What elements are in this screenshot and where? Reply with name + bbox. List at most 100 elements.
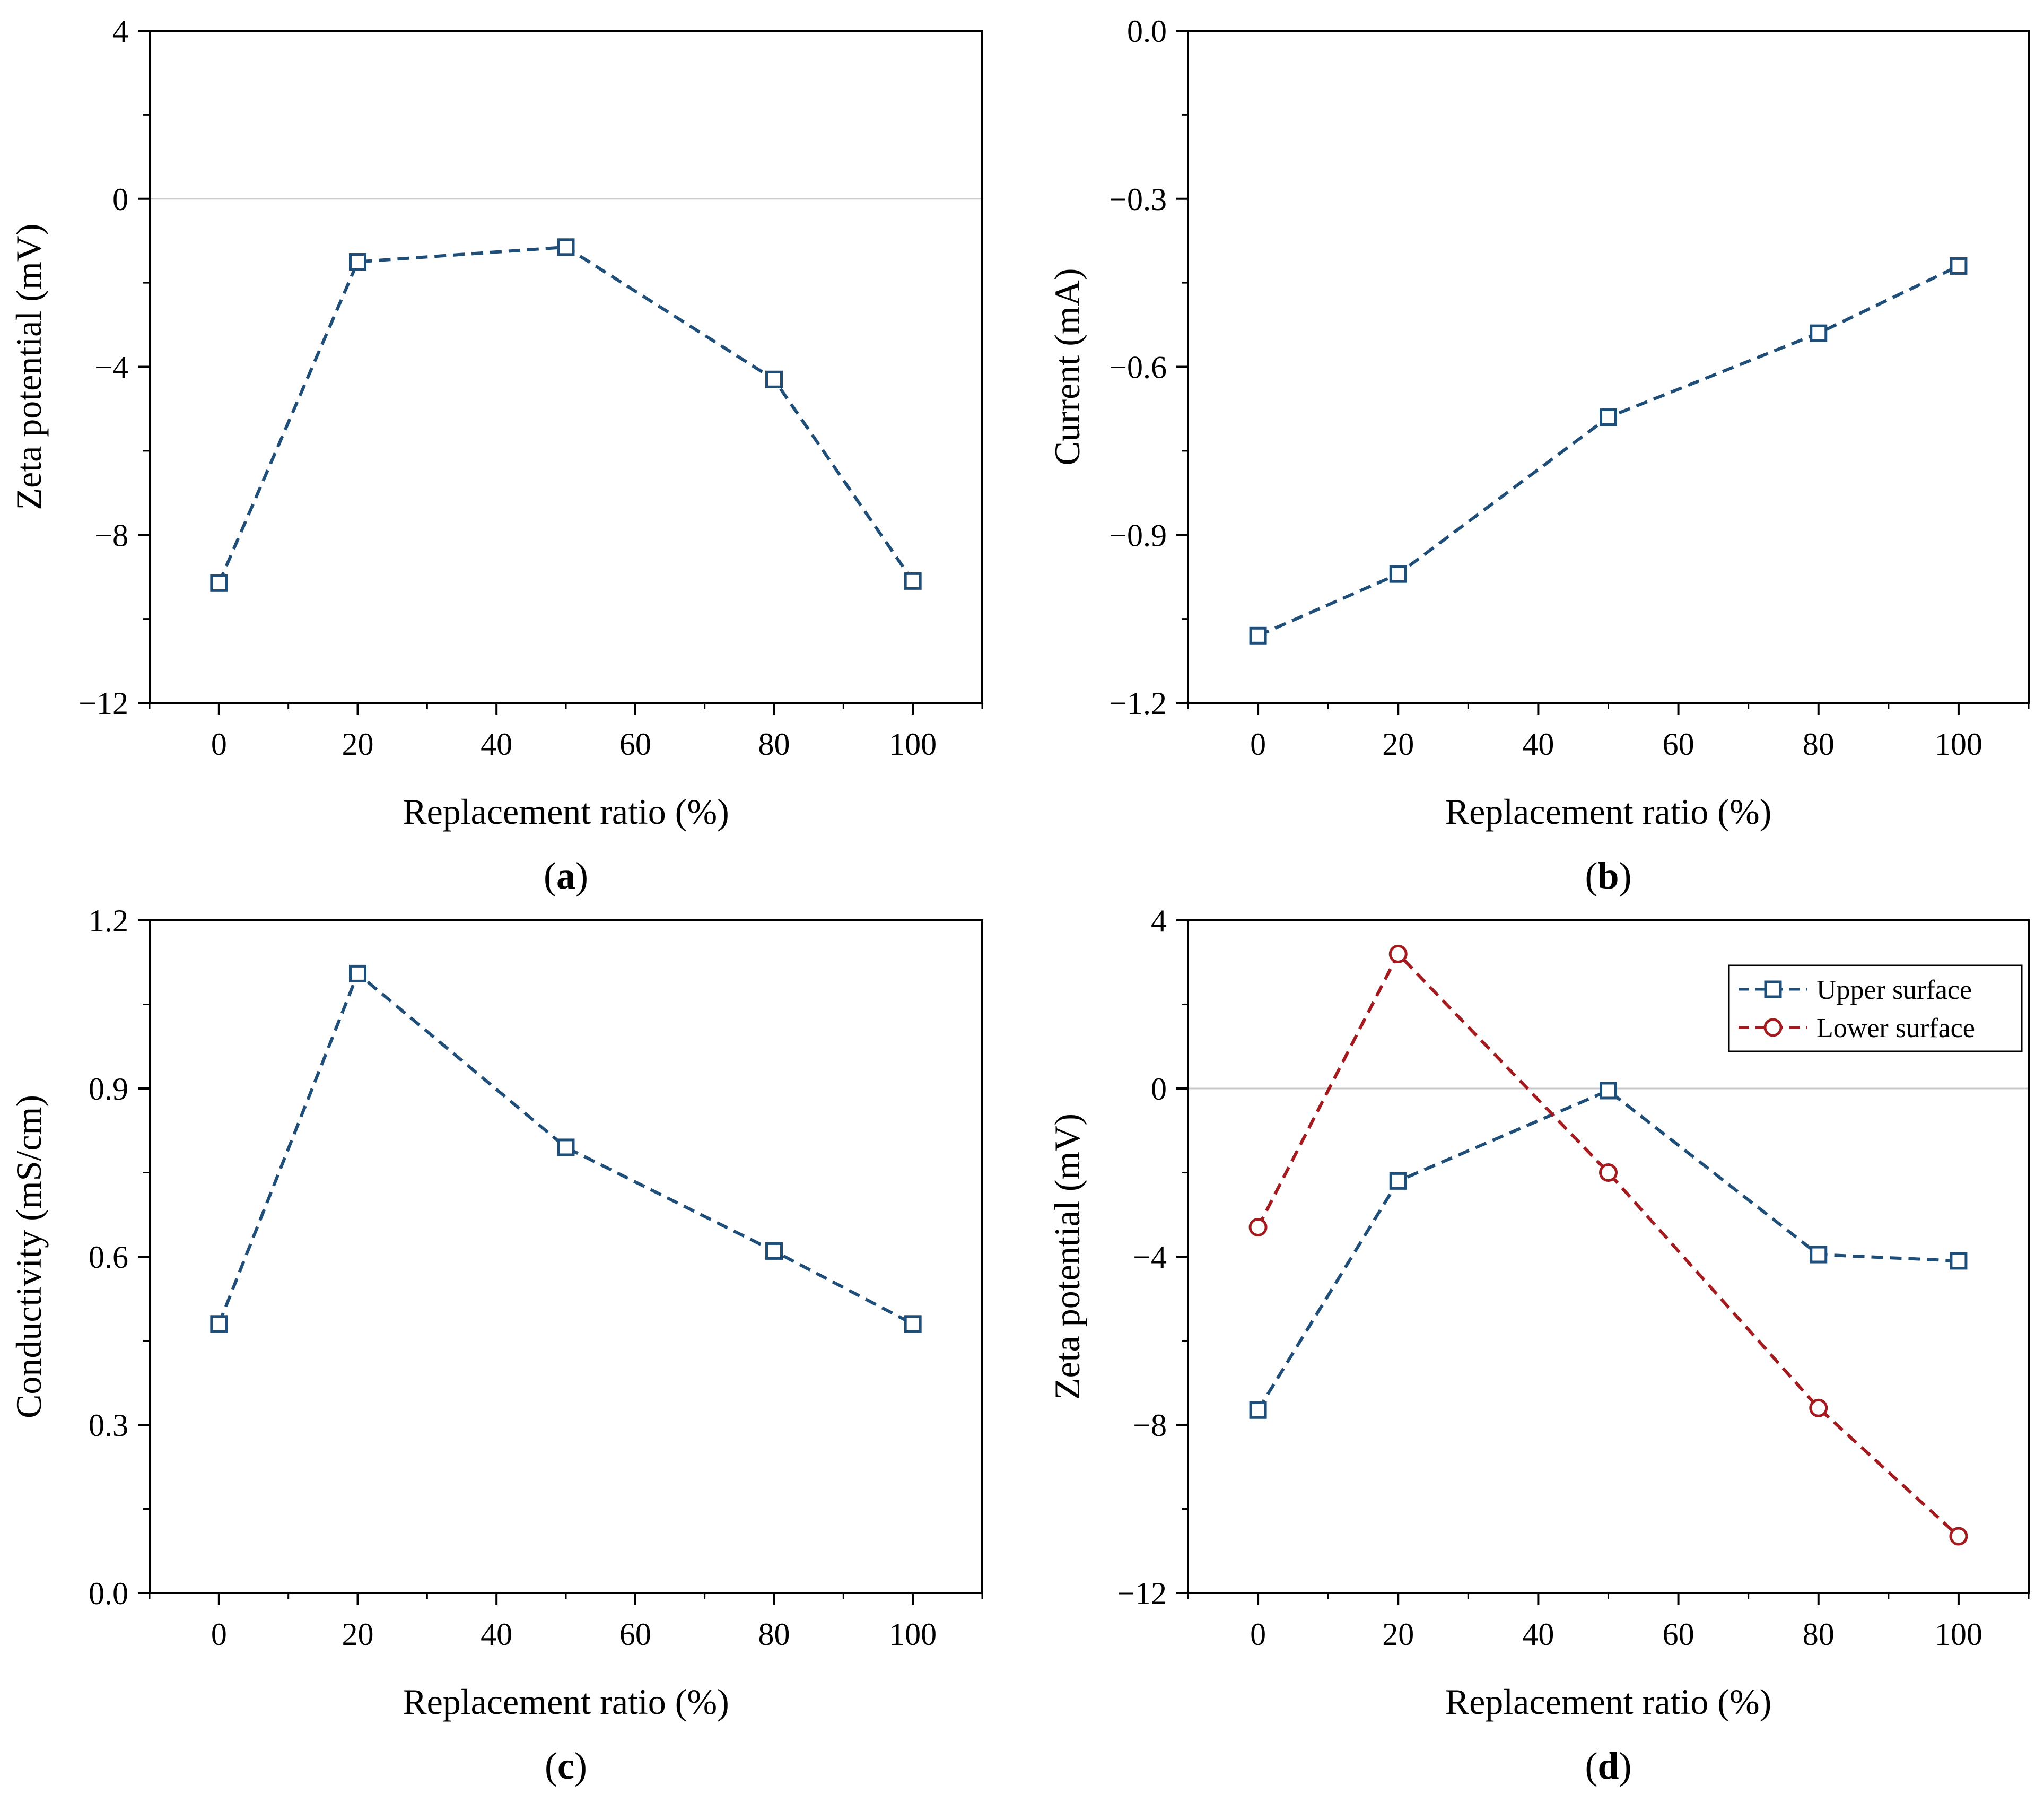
legend-marker — [1764, 980, 1782, 998]
series-0 — [1249, 257, 1968, 645]
x-tick-label: 100 — [1935, 1617, 1982, 1652]
legend-label: Lower surface — [1816, 1013, 1975, 1043]
data-point — [1599, 1163, 1618, 1182]
panel-label-open: ( — [1585, 1745, 1597, 1787]
series-line — [217, 971, 914, 1326]
data-point — [1809, 1398, 1828, 1417]
x-tick-label: 20 — [1382, 727, 1414, 762]
data-point — [1950, 1252, 1968, 1270]
y-tick-label: 4 — [1151, 903, 1167, 938]
series-0 — [1249, 1082, 1968, 1419]
panel-b: 0 20 40 60 80 100 −1.2 −0.9 −0.6 −0.3 0.0 Replaceme… — [1047, 14, 2030, 897]
legend-marker — [1763, 1018, 1783, 1037]
data-point — [1249, 1401, 1267, 1419]
y-tick-label: 0.0 — [89, 1576, 128, 1611]
y-tick-label: −12 — [78, 686, 128, 721]
x-tick-label: 100 — [1935, 727, 1982, 762]
x-tick-label: 80 — [1803, 727, 1835, 762]
y-tick-label: −0.6 — [1109, 350, 1167, 385]
panel-c: 0 20 40 60 80 100 0.0 0.3 0.6 0.9 1.2 Replacement r… — [8, 903, 983, 1787]
panel-label: (a) — [544, 855, 588, 897]
data-point — [210, 1315, 228, 1333]
panel-label-letter: a — [556, 855, 575, 897]
x-tick-label: 20 — [342, 1617, 374, 1652]
panel-label-letter: c — [557, 1745, 574, 1787]
panel-label: (d) — [1585, 1745, 1631, 1787]
panel-label-close: ) — [1619, 1745, 1632, 1787]
series-1 — [1248, 944, 1968, 1546]
x-tick-label: 0 — [211, 1617, 227, 1652]
x-axis-title: Replacement ratio (%) — [403, 791, 729, 832]
x-axis-title: Replacement ratio (%) — [403, 1682, 729, 1722]
y-tick-label: 0.6 — [89, 1240, 128, 1275]
x-tick-label: 60 — [619, 1617, 651, 1652]
y-tick-label: −0.3 — [1109, 182, 1167, 217]
x-tick-label: 60 — [1663, 727, 1694, 762]
plot-frame — [1187, 30, 2030, 704]
series-line — [1257, 264, 1960, 638]
x-tick-label: 60 — [619, 727, 651, 762]
x-tick-label: 20 — [1382, 1617, 1414, 1652]
panel-label-close: ) — [574, 1745, 587, 1787]
y-axis-title: Conductivity (mS/cm) — [8, 1095, 49, 1418]
panel-d: 0 20 40 60 80 100 −12 −8 −4 0 4 Replacement ratio (… — [1047, 903, 2030, 1787]
y-tick-label: 4 — [112, 14, 128, 49]
plot-frame — [149, 919, 983, 1594]
y-tick-label: −4 — [1133, 1240, 1167, 1275]
series-line — [1256, 951, 1960, 1538]
plot-frame — [149, 30, 983, 704]
data-point — [765, 370, 783, 388]
panel-label-open: ( — [544, 855, 556, 897]
panel-label-letter: b — [1597, 855, 1619, 897]
x-tick-label: 80 — [1803, 1617, 1835, 1652]
y-tick-label: 0 — [112, 182, 128, 217]
data-point — [1389, 565, 1407, 583]
data-point — [904, 572, 922, 590]
data-point — [557, 238, 575, 256]
data-point — [557, 1138, 575, 1156]
data-point — [765, 1242, 783, 1260]
data-point — [349, 964, 366, 982]
data-point — [210, 574, 228, 592]
x-tick-label: 80 — [758, 1617, 790, 1652]
x-tick-label: 40 — [1522, 727, 1554, 762]
x-tick-label: 100 — [889, 1617, 937, 1652]
x-axis-title: Replacement ratio (%) — [1445, 791, 1772, 832]
data-point — [1600, 1082, 1617, 1100]
series-line — [1256, 1088, 1959, 1411]
panel-label-close: ) — [575, 855, 588, 897]
x-axis-title: Replacement ratio (%) — [1445, 1682, 1772, 1722]
data-point — [1810, 324, 1828, 342]
y-tick-label: 0.9 — [89, 1072, 128, 1107]
data-point — [1388, 944, 1408, 963]
data-point — [349, 253, 366, 271]
legend: Upper surface Lower surface — [1728, 964, 2023, 1052]
x-tick-label: 0 — [1250, 727, 1266, 762]
panel-label-open: ( — [1585, 855, 1597, 897]
legend-box — [1728, 964, 2023, 1052]
panel-label: (b) — [1585, 855, 1631, 897]
series-0 — [210, 238, 922, 592]
data-point — [1949, 1527, 1968, 1546]
panel-label-close: ) — [1619, 855, 1632, 897]
panel-label-open: ( — [545, 1745, 557, 1787]
y-tick-label: 0.0 — [1127, 14, 1167, 49]
x-tick-label: 20 — [342, 727, 374, 762]
data-point — [1810, 1246, 1828, 1264]
y-axis-title: Zeta potential (mV) — [8, 223, 49, 510]
data-point — [1389, 1172, 1407, 1190]
y-tick-label: −8 — [94, 518, 128, 553]
x-tick-label: 80 — [758, 727, 790, 762]
y-tick-label: −1.2 — [1109, 686, 1167, 721]
x-tick-label: 40 — [1522, 1617, 1554, 1652]
legend-label: Upper surface — [1816, 975, 1972, 1005]
y-tick-label: 0 — [1151, 1072, 1167, 1107]
data-point — [904, 1315, 922, 1333]
x-tick-label: 100 — [889, 727, 937, 762]
x-tick-label: 0 — [1250, 1617, 1266, 1652]
series-line — [217, 245, 914, 584]
y-tick-label: −12 — [1117, 1576, 1167, 1611]
y-tick-label: −0.9 — [1109, 518, 1167, 553]
series-0 — [210, 964, 922, 1333]
